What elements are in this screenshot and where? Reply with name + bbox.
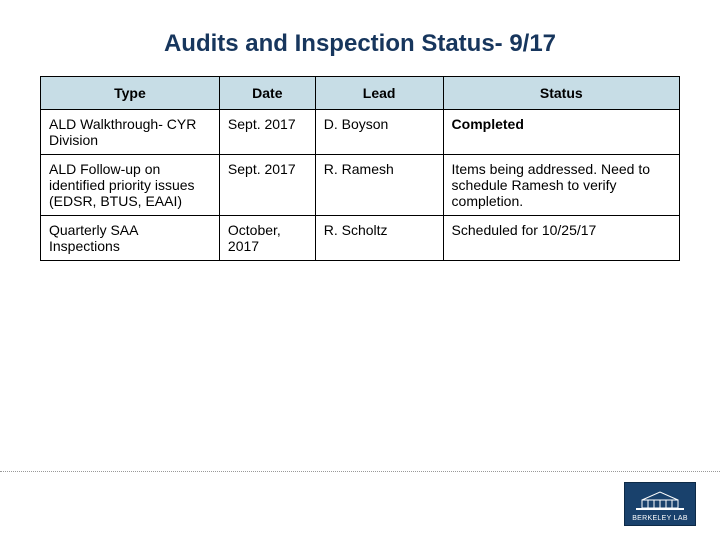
cell-date: Sept. 2017 bbox=[219, 155, 315, 216]
table-container: Type Date Lead Status ALD Walkthrough- C… bbox=[0, 76, 720, 261]
table-row: ALD Walkthrough- CYR Division Sept. 2017… bbox=[41, 110, 680, 155]
col-header-lead: Lead bbox=[315, 77, 443, 110]
cell-status: Scheduled for 10/25/17 bbox=[443, 216, 679, 261]
cell-lead: D. Boyson bbox=[315, 110, 443, 155]
cell-date: October, 2017 bbox=[219, 216, 315, 261]
table-header-row: Type Date Lead Status bbox=[41, 77, 680, 110]
slide: Audits and Inspection Status- 9/17 Type … bbox=[0, 0, 720, 540]
cell-date: Sept. 2017 bbox=[219, 110, 315, 155]
cell-type: Quarterly SAA Inspections bbox=[41, 216, 220, 261]
slide-title: Audits and Inspection Status- 9/17 bbox=[0, 0, 720, 76]
cell-type: ALD Follow-up on identified priority iss… bbox=[41, 155, 220, 216]
cell-type: ALD Walkthrough- CYR Division bbox=[41, 110, 220, 155]
cell-status: Completed bbox=[443, 110, 679, 155]
table-row: Quarterly SAA Inspections October, 2017 … bbox=[41, 216, 680, 261]
logo-text: BERKELEY LAB bbox=[632, 515, 688, 522]
berkeley-lab-logo: BERKELEY LAB bbox=[624, 482, 696, 526]
building-icon bbox=[636, 490, 684, 514]
status-table: Type Date Lead Status ALD Walkthrough- C… bbox=[40, 76, 680, 261]
table-row: ALD Follow-up on identified priority iss… bbox=[41, 155, 680, 216]
col-header-status: Status bbox=[443, 77, 679, 110]
col-header-date: Date bbox=[219, 77, 315, 110]
cell-lead: R. Ramesh bbox=[315, 155, 443, 216]
cell-lead: R. Scholtz bbox=[315, 216, 443, 261]
table-body: ALD Walkthrough- CYR Division Sept. 2017… bbox=[41, 110, 680, 261]
col-header-type: Type bbox=[41, 77, 220, 110]
cell-status: Items being addressed. Need to schedule … bbox=[443, 155, 679, 216]
footer-divider bbox=[0, 471, 720, 472]
status-text: Completed bbox=[452, 116, 524, 132]
